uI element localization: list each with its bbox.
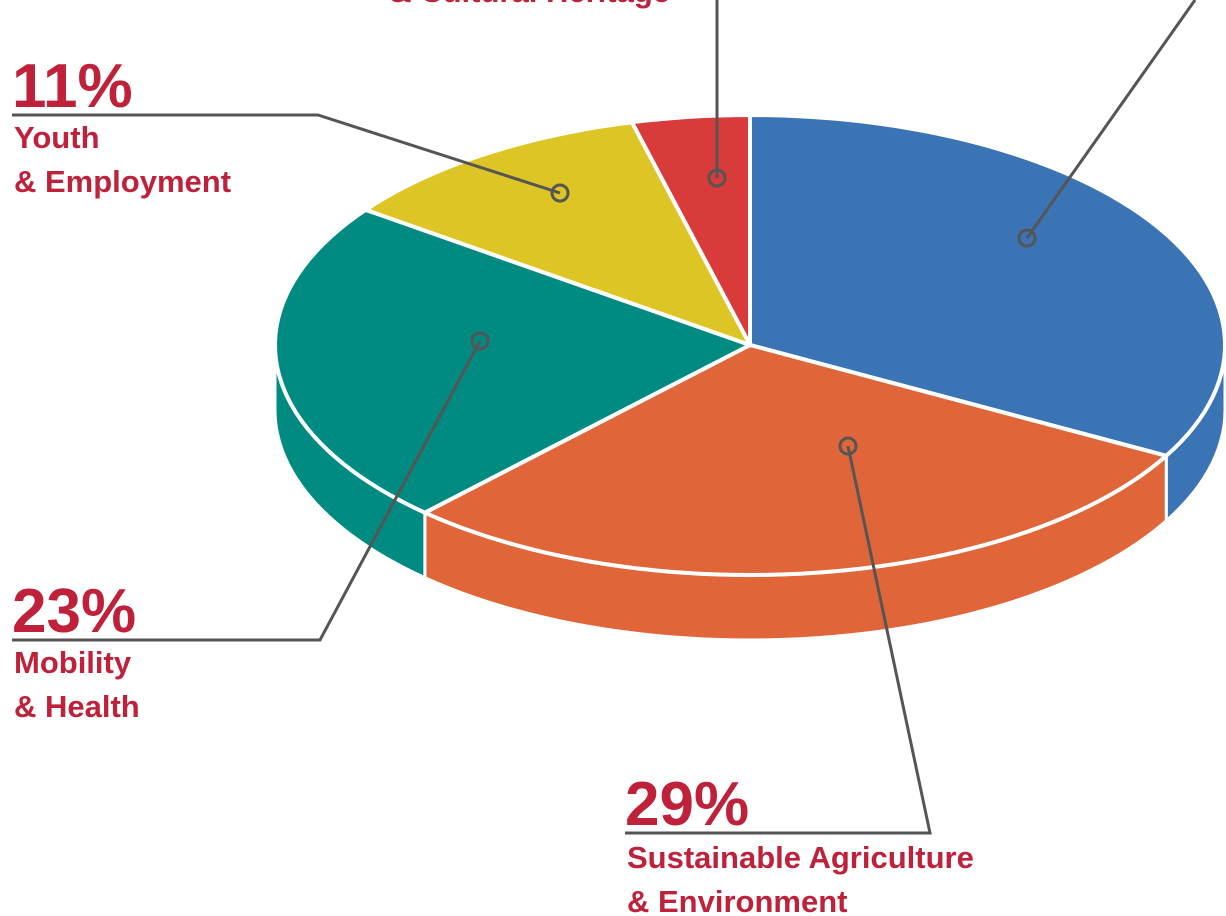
slice-label: & Employment (14, 164, 231, 199)
leader-dot (707, 168, 727, 188)
slice (273, 207, 752, 515)
leader-dot (550, 183, 570, 203)
slice-label: & Health (14, 689, 140, 724)
leader-line (625, 445, 932, 835)
slice-label: Mobility (14, 645, 132, 680)
leader-dot (838, 436, 858, 456)
value-label: 29% (625, 770, 749, 839)
slice (422, 343, 1169, 577)
value-label: 11% (12, 52, 133, 121)
slice-label: & Environment (627, 884, 847, 916)
slice (748, 113, 1226, 458)
leader-line (1025, 0, 1197, 239)
slice-label: Sustainable Agriculture (627, 840, 974, 875)
slice (363, 120, 752, 347)
slice-label: Youth (14, 120, 100, 155)
leader-dot (1017, 228, 1037, 248)
slice-label: & Cultural Heritage (389, 0, 670, 9)
leader-dot (470, 331, 490, 351)
leader-line (12, 340, 482, 642)
value-label: 23% (12, 577, 136, 646)
leader-line (12, 113, 561, 195)
